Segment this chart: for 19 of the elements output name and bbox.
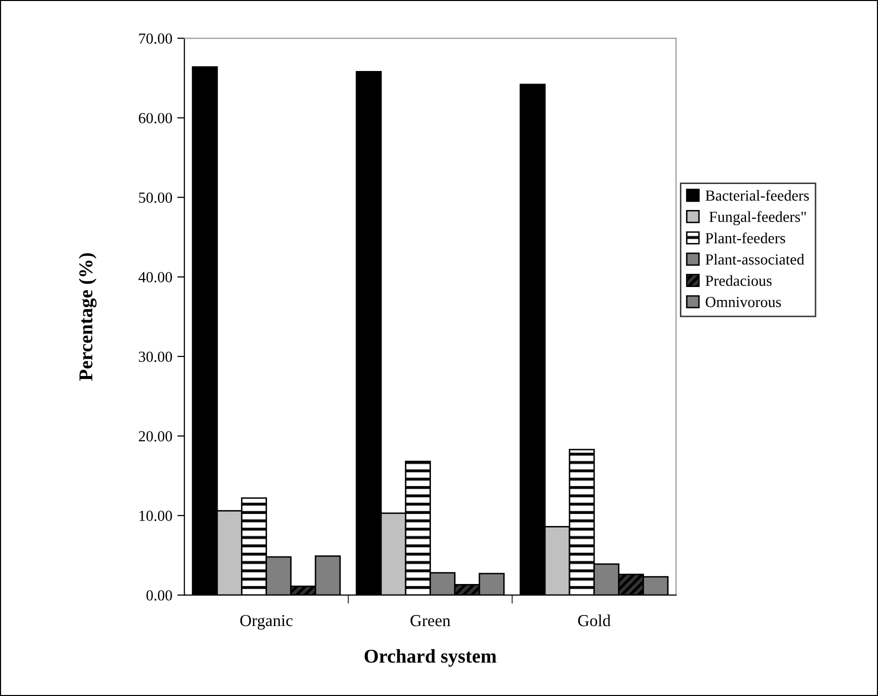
- x-tick-label: Organic: [240, 615, 293, 630]
- y-tick-label: 20.00: [138, 431, 172, 442]
- legend-label: Predacious: [706, 275, 772, 286]
- legend-label: Plant-feeders: [706, 232, 786, 244]
- y-tick-label: 40.00: [138, 272, 172, 282]
- legend-label: Bacterial-feeders: [706, 190, 809, 201]
- x-tick-label: Gold: [578, 614, 611, 626]
- y-tick-label: 60.00: [138, 112, 172, 124]
- y-tick-label: 50.00: [139, 192, 172, 203]
- legend-label: Fungal-feeders": [709, 211, 806, 226]
- y-tick-label: 0.00: [146, 590, 172, 601]
- x-axis-title: Orchard system: [364, 649, 496, 667]
- y-axis-title: Percentage (%): [78, 253, 97, 381]
- legend-label: Omnivorous: [706, 296, 781, 308]
- y-tick-label: 30.00: [138, 352, 172, 362]
- y-tick-label: 70.00: [139, 33, 172, 44]
- x-tick-label: Green: [410, 615, 450, 626]
- legend-label: Plant-associated: [706, 254, 804, 265]
- y-tick-label: 10.00: [140, 510, 172, 522]
